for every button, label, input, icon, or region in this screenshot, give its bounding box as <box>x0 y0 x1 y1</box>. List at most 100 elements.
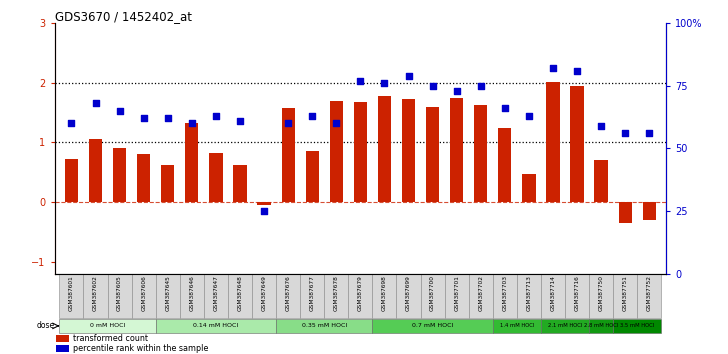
Point <box>186 120 198 126</box>
Point <box>403 73 414 79</box>
Bar <box>228 274 252 318</box>
Bar <box>595 160 608 202</box>
Bar <box>354 102 367 202</box>
Point <box>620 131 631 136</box>
Point <box>499 105 510 111</box>
Text: GSM387714: GSM387714 <box>550 275 555 311</box>
Bar <box>56 335 69 342</box>
Text: GSM387606: GSM387606 <box>141 275 146 311</box>
Bar <box>89 139 102 202</box>
Bar <box>613 319 661 333</box>
Point <box>355 78 366 84</box>
Bar <box>589 274 613 318</box>
Text: GSM387602: GSM387602 <box>93 275 98 311</box>
Bar <box>258 202 271 205</box>
Bar <box>541 319 589 333</box>
Bar <box>373 274 397 318</box>
Bar <box>493 319 541 333</box>
Text: 0.7 mM HOCl: 0.7 mM HOCl <box>412 324 454 329</box>
Text: GSM387676: GSM387676 <box>285 275 290 311</box>
Bar <box>613 274 637 318</box>
Bar <box>493 274 517 318</box>
Point <box>379 80 390 86</box>
Point <box>90 101 101 106</box>
Text: GSM387647: GSM387647 <box>213 275 218 311</box>
Text: percentile rank within the sample: percentile rank within the sample <box>73 344 208 353</box>
Text: GSM387713: GSM387713 <box>526 275 531 311</box>
Point <box>306 113 318 119</box>
Bar <box>108 274 132 318</box>
Text: GSM387646: GSM387646 <box>189 275 194 311</box>
Bar <box>522 173 536 202</box>
Bar <box>156 274 180 318</box>
Point <box>114 108 125 114</box>
Bar <box>234 165 247 202</box>
Point <box>234 118 246 124</box>
Bar <box>517 274 541 318</box>
Bar <box>137 154 150 202</box>
Point <box>475 83 486 88</box>
Text: GSM387752: GSM387752 <box>646 275 652 311</box>
Bar <box>565 274 589 318</box>
Bar <box>65 159 78 202</box>
Point <box>210 113 222 119</box>
Bar <box>619 202 632 223</box>
Bar <box>373 319 493 333</box>
Point <box>523 113 534 119</box>
Text: GSM387716: GSM387716 <box>574 275 579 311</box>
Bar <box>306 152 319 202</box>
Bar <box>156 319 276 333</box>
Text: 3.5 mM HOCl: 3.5 mM HOCl <box>620 324 654 329</box>
Bar <box>132 274 156 318</box>
Bar <box>113 148 126 202</box>
Bar <box>498 127 512 202</box>
Bar <box>300 274 324 318</box>
Text: 0.14 mM HOCl: 0.14 mM HOCl <box>194 324 239 329</box>
Text: GSM387700: GSM387700 <box>430 275 435 311</box>
Point <box>644 131 655 136</box>
Text: GDS3670 / 1452402_at: GDS3670 / 1452402_at <box>55 10 191 23</box>
Bar <box>397 274 421 318</box>
Text: GSM387702: GSM387702 <box>478 275 483 311</box>
Bar <box>60 319 156 333</box>
Text: GSM387703: GSM387703 <box>502 275 507 311</box>
Text: GSM387679: GSM387679 <box>358 275 363 311</box>
Bar <box>282 108 295 202</box>
Bar <box>474 105 487 202</box>
Text: 1.4 mM HOCl: 1.4 mM HOCl <box>499 324 534 329</box>
Bar <box>378 96 391 202</box>
Text: GSM387701: GSM387701 <box>454 275 459 311</box>
Bar <box>204 274 228 318</box>
Bar <box>571 86 584 202</box>
Bar <box>546 81 560 202</box>
Point <box>66 120 77 126</box>
Text: GSM387699: GSM387699 <box>406 275 411 311</box>
Bar <box>185 123 199 202</box>
Bar <box>330 101 343 202</box>
Text: GSM387677: GSM387677 <box>309 275 314 311</box>
Bar <box>180 274 204 318</box>
Point <box>427 83 438 88</box>
Bar <box>469 274 493 318</box>
Point <box>282 120 294 126</box>
Bar <box>643 202 656 220</box>
Text: GSM387601: GSM387601 <box>69 275 74 311</box>
Bar <box>84 274 108 318</box>
Point <box>258 208 270 214</box>
Point <box>162 115 173 121</box>
Bar <box>276 274 300 318</box>
Bar <box>450 98 463 202</box>
Text: GSM387648: GSM387648 <box>237 275 242 311</box>
Point <box>596 123 607 129</box>
Text: GSM387678: GSM387678 <box>333 275 339 311</box>
Point <box>138 115 149 121</box>
Bar <box>637 274 661 318</box>
Point <box>451 88 462 93</box>
Text: GSM387751: GSM387751 <box>622 275 628 311</box>
Text: GSM387645: GSM387645 <box>165 275 170 311</box>
Bar <box>426 107 439 202</box>
Text: 2.8 mM HOCl: 2.8 mM HOCl <box>584 324 618 329</box>
Text: 2.1 mM HOCl: 2.1 mM HOCl <box>547 324 582 329</box>
Bar <box>421 274 445 318</box>
Bar <box>209 153 223 202</box>
